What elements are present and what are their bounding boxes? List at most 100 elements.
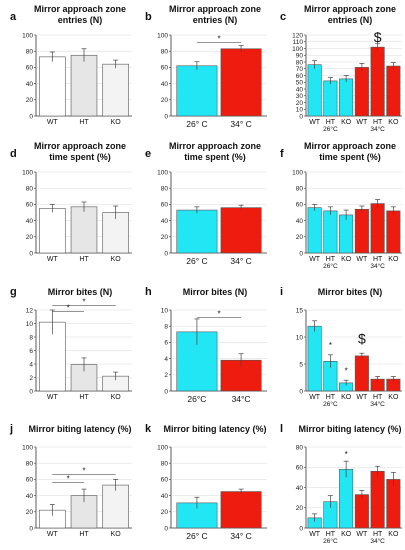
x-tick-label: HT	[326, 394, 336, 401]
y-tick-label: 40	[26, 493, 34, 500]
y-tick-label: 12	[26, 307, 34, 314]
bar	[371, 471, 384, 528]
bar	[39, 208, 65, 253]
y-tick-label: 100	[22, 444, 33, 451]
y-tick-label: 90	[296, 53, 304, 60]
panel-title: Mirror approach zone	[304, 141, 396, 151]
group-label: 26°C	[323, 400, 338, 408]
y-tick-label: 10	[296, 107, 304, 114]
y-tick-label: 60	[26, 65, 34, 72]
group-label: 26°C	[323, 125, 338, 133]
panel-title: Mirror approach zone	[304, 4, 396, 14]
bar	[308, 208, 321, 253]
x-tick-label: 26° C	[186, 531, 207, 541]
x-tick-label: 34° C	[230, 256, 251, 266]
y-tick-label: 0	[164, 388, 168, 395]
x-tick-label: WT	[309, 119, 321, 126]
y-tick-label: 20	[161, 97, 169, 104]
y-tick-label: 0	[299, 525, 303, 532]
y-tick-label: 80	[161, 49, 169, 56]
panel-letter: b	[145, 11, 152, 23]
y-tick-label: 60	[296, 73, 304, 80]
y-tick-label: 20	[26, 97, 34, 104]
panel-h: h Mirror bites (N) 0 2 4 6 8 10 26°C 34°C *	[145, 286, 267, 404]
panel-title: time spent (%)	[184, 152, 246, 162]
bar	[71, 55, 97, 116]
y-tick-label: 100	[292, 46, 303, 53]
bar	[387, 211, 400, 253]
bar	[387, 66, 400, 116]
panel-title: entries (N)	[58, 15, 103, 25]
panel-l: l Mirror biting latency (%) 0 20 40 60 80 WT HT K…	[280, 423, 402, 545]
bar	[339, 79, 352, 116]
panel-title: entries (N)	[193, 15, 238, 25]
y-tick-label: 100	[157, 169, 168, 176]
y-tick-label: 60	[161, 477, 169, 484]
y-tick-label: 40	[296, 86, 304, 93]
bar	[177, 210, 217, 253]
y-tick-label: 60	[296, 202, 304, 209]
significance-marker: *	[329, 341, 332, 350]
x-tick-label: WT	[309, 394, 321, 401]
y-tick-label: 40	[296, 218, 304, 225]
panel-j: j Mirror biting latency (%)020406080100WT…	[9, 423, 132, 538]
group-label: 34°C	[370, 400, 385, 408]
bar	[71, 207, 97, 253]
significance-marker: *	[217, 34, 220, 43]
y-tick-label: 100	[292, 169, 303, 176]
y-tick-label: 80	[296, 186, 304, 193]
x-tick-label: HT	[373, 394, 383, 401]
y-tick-label: 80	[161, 186, 169, 193]
y-tick-label: 0	[299, 250, 303, 257]
group-label: 34°C	[370, 125, 385, 133]
panel-letter: a	[10, 11, 17, 23]
y-tick-label: 4	[29, 361, 33, 368]
bar	[324, 81, 337, 116]
bar	[221, 208, 261, 253]
x-tick-label: HT	[79, 119, 89, 126]
y-tick-label: 20	[161, 509, 169, 516]
y-tick-label: 60	[161, 65, 169, 72]
panel-letter: c	[280, 11, 286, 23]
y-tick-label: 60	[296, 465, 304, 472]
significance-marker: *	[82, 467, 85, 476]
x-tick-label: HT	[373, 531, 383, 538]
bar	[355, 67, 368, 116]
x-tick-label: WT	[356, 394, 368, 401]
y-tick-label: 20	[296, 234, 304, 241]
x-tick-label: HT	[326, 256, 336, 263]
y-tick-label: 10	[161, 307, 169, 314]
bar	[387, 479, 400, 528]
x-tick-label: KO	[111, 531, 122, 538]
y-tick-label: 100	[157, 444, 168, 451]
panel-title: Mirror approach zone	[34, 4, 126, 14]
x-tick-label: WT	[47, 256, 59, 263]
x-tick-label: KO	[341, 531, 352, 538]
y-tick-label: 100	[22, 169, 33, 176]
x-tick-label: HT	[79, 394, 89, 401]
panel-e: eMirror approach zonetime spent (%)02040…	[145, 141, 267, 266]
y-tick-label: 0	[299, 113, 303, 120]
y-tick-label: 10	[26, 321, 34, 328]
significance-marker: *	[67, 475, 70, 484]
y-tick-label: 30	[296, 93, 304, 100]
y-tick-label: 0	[29, 525, 33, 532]
panel-letter: d	[10, 148, 17, 160]
x-tick-label: KO	[341, 256, 352, 263]
y-tick-label: 60	[161, 202, 169, 209]
panel-title: Mirror approach zone	[34, 141, 126, 151]
y-tick-label: 100	[157, 32, 168, 39]
y-tick-label: 2	[29, 375, 33, 382]
panel-title: time spent (%)	[49, 152, 111, 162]
x-tick-label: 34° C	[230, 531, 251, 541]
panel-title: Mirror approach zone	[169, 141, 261, 151]
x-tick-label: KO	[388, 256, 399, 263]
panel-title: Mirror bites (N)	[48, 287, 113, 297]
panel-letter: h	[145, 286, 152, 298]
y-tick-label: 20	[161, 234, 169, 241]
bar	[355, 356, 368, 391]
panel-title: Mirror approach zone	[169, 4, 261, 14]
x-tick-label: WT	[356, 256, 368, 263]
